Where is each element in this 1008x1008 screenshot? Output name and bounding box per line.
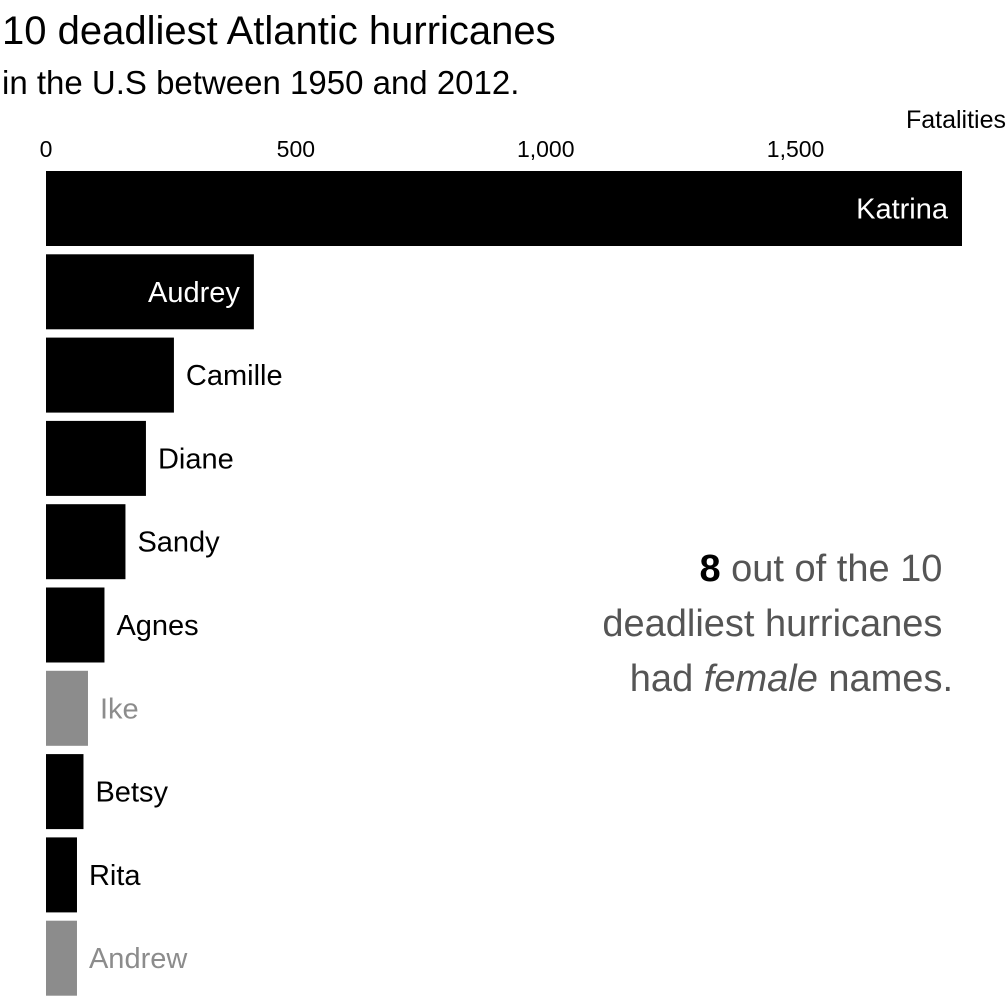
bar-labels-group: Katrina Audrey Camille Diane Sandy Agnes Ike Be… xyxy=(89,194,949,976)
bar-diane xyxy=(46,420,146,496)
bar-camille xyxy=(46,337,174,413)
x-tick-label-1-000: 1,000 xyxy=(517,136,575,162)
bar-label-betsy: Betsy xyxy=(95,777,168,809)
annotation-line-1: 8 out of the 10 xyxy=(699,548,953,590)
x-tick-label-500: 500 xyxy=(277,136,315,162)
annotation-line-2: deadliest hurricanes xyxy=(602,603,942,645)
bar-audrey xyxy=(46,254,254,330)
x-axis-title: Fatalities xyxy=(906,106,1006,134)
annotation-line-3-post: names. xyxy=(818,658,953,700)
bar-label-camille: Camille xyxy=(186,360,283,392)
x-axis-ticks: 0 500 1,000 1,500 xyxy=(40,136,825,162)
bar-label-andrew: Andrew xyxy=(89,943,188,975)
bar-label-ike: Ike xyxy=(100,693,139,725)
bar-sandy xyxy=(46,504,126,580)
bar-andrew xyxy=(46,920,77,996)
bars-group xyxy=(46,171,962,996)
bar-agnes xyxy=(46,587,105,663)
bar-label-agnes: Agnes xyxy=(116,610,198,642)
bar-label-sandy: Sandy xyxy=(137,527,220,559)
annotation-line-1-rest: out of the 10 xyxy=(721,548,943,590)
bar-rita xyxy=(46,837,77,913)
annotation-count: 8 xyxy=(699,548,720,590)
bar-betsy xyxy=(46,754,84,830)
bar-label-diane: Diane xyxy=(158,443,234,475)
bar-katrina xyxy=(46,171,962,246)
annotation-line-3: had female names. xyxy=(630,658,953,700)
bar-label-rita: Rita xyxy=(89,860,141,892)
annotation-line-3-pre: had xyxy=(630,658,704,700)
chart-title: 10 deadliest Atlantic hurricanes xyxy=(2,9,556,53)
chart-subtitle: in the U.S between 1950 and 2012. xyxy=(2,64,519,101)
bar-label-audrey: Audrey xyxy=(148,277,240,309)
x-tick-label-0: 0 xyxy=(40,136,53,162)
x-tick-label-1-500: 1,500 xyxy=(767,136,825,162)
annotation-emphasis-female: female xyxy=(704,658,818,700)
bar-label-katrina: Katrina xyxy=(856,194,949,226)
bar-ike xyxy=(46,670,88,746)
annotation: 8 out of the 10 deadliest hurricanes had… xyxy=(602,548,953,700)
